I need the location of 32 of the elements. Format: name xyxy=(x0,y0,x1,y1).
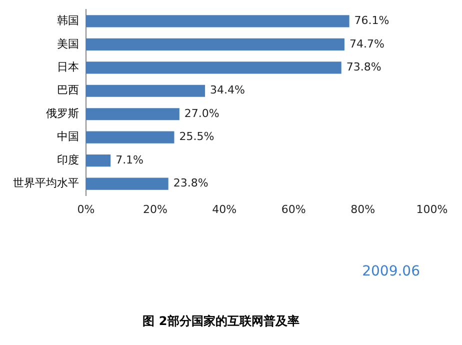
bar xyxy=(86,131,174,144)
y-tick-label: 日本 xyxy=(57,60,79,74)
bar xyxy=(86,15,350,28)
data-label: 34.4% xyxy=(210,84,245,97)
text: 图 2部分国家的互联网普及率 xyxy=(142,314,300,328)
data-label: 25.5% xyxy=(179,130,214,144)
bar xyxy=(86,108,180,120)
y-tick-label: 韩国 xyxy=(57,14,79,28)
data-label: 27.0% xyxy=(184,106,220,120)
y-tick-label: 中国 xyxy=(57,130,79,144)
y-tick-label: 俄罗斯 xyxy=(46,106,79,120)
x-tick-label: 40% xyxy=(212,202,237,216)
data-label: 74.7% xyxy=(349,37,384,50)
x-tick-label: 100% xyxy=(416,202,448,216)
data-label: 76.1% xyxy=(354,14,390,28)
bar xyxy=(86,84,206,97)
bar xyxy=(86,62,342,74)
y-tick-label: 巴西 xyxy=(57,84,79,97)
x-tick-label: 0% xyxy=(77,202,95,216)
text: 2009.06 xyxy=(362,264,420,280)
x-tick-label: 20% xyxy=(142,202,168,216)
x-tick-label: 60% xyxy=(281,202,306,216)
y-tick-label: 美国 xyxy=(57,37,79,50)
x-tick-label: 80% xyxy=(350,202,376,216)
y-tick-label: 印度 xyxy=(57,153,79,166)
data-label: 73.8% xyxy=(346,60,382,74)
data-label: 23.8% xyxy=(173,176,208,190)
bar xyxy=(86,38,344,50)
bar xyxy=(86,178,168,190)
bar xyxy=(86,154,111,167)
data-label: 7.1% xyxy=(116,153,144,166)
y-tick-label: 世界平均水平 xyxy=(13,176,79,190)
